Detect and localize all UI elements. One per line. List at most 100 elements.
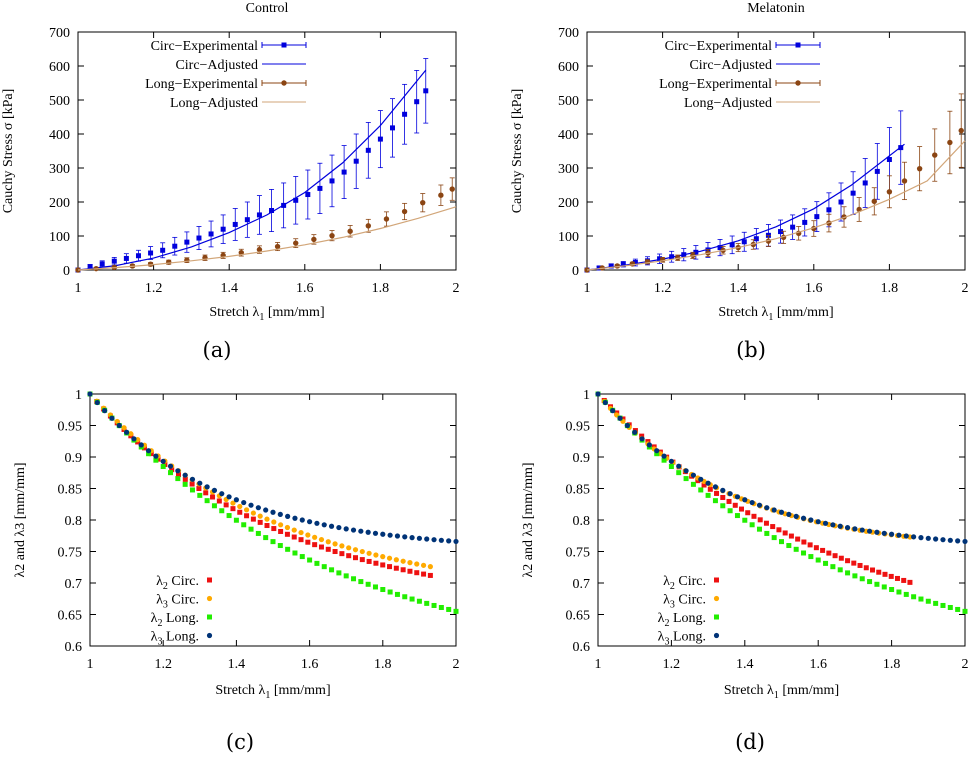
- data-point: [312, 542, 318, 548]
- x-tick-label: 2: [962, 281, 969, 296]
- x-tick-label: 1.4: [736, 657, 754, 672]
- data-point: [815, 519, 821, 525]
- data-point: [438, 604, 444, 610]
- data-point: [414, 570, 420, 576]
- x-tick-label: 1.6: [301, 657, 319, 672]
- data-point: [421, 571, 427, 577]
- data-point: [400, 558, 406, 564]
- data-point: [393, 557, 399, 563]
- data-point: [720, 487, 726, 493]
- data-point: [416, 598, 422, 604]
- data-point: [284, 531, 290, 537]
- data-point: [141, 445, 147, 451]
- y-tick-label: 100: [558, 230, 579, 245]
- data-point: [321, 522, 327, 528]
- y-tick-label: 400: [558, 128, 579, 143]
- y-tick-label: 0.85: [58, 483, 83, 498]
- x-tick-label: 1.8: [881, 281, 899, 296]
- data-point: [365, 529, 371, 535]
- data-point: [955, 538, 961, 544]
- data-point: [788, 533, 794, 539]
- data-point: [427, 564, 433, 570]
- data-point: [321, 564, 327, 570]
- fit-line: [586, 143, 905, 271]
- data-point: [256, 212, 262, 218]
- chart-b: 1 1.2 1.4 1.6 1.8 2 0 100 200 300 400 500 600 700 Mela…: [510, 1, 969, 323]
- data-point: [347, 228, 353, 234]
- x-tick-label: 1.8: [372, 281, 390, 296]
- data-point: [668, 464, 674, 470]
- data-point: [629, 261, 636, 267]
- data-point: [318, 544, 324, 550]
- x-tick-label: 1.2: [154, 657, 172, 672]
- data-point: [727, 508, 733, 514]
- data-point: [204, 484, 210, 490]
- data-point: [233, 497, 239, 503]
- data-point: [427, 572, 433, 578]
- y-tick-label: 0.6: [65, 640, 83, 655]
- data-point: [676, 470, 682, 476]
- legend-label: Circ−Adjusted: [175, 58, 258, 73]
- data-point: [380, 587, 386, 593]
- data-point: [727, 491, 733, 497]
- caption-d: (d): [735, 730, 765, 754]
- data-point: [807, 542, 813, 548]
- data-point: [383, 216, 390, 222]
- data-point: [328, 523, 335, 529]
- data-point: [314, 520, 320, 526]
- data-point: [453, 538, 459, 545]
- data-point: [298, 529, 304, 536]
- data-point: [365, 147, 371, 153]
- legend-marker: [795, 80, 801, 86]
- y-tick-label: 0.65: [58, 609, 83, 624]
- data-point: [223, 502, 229, 508]
- data-point: [714, 490, 720, 496]
- data-point: [182, 472, 188, 478]
- data-point: [329, 567, 335, 573]
- x-tick-label: 1.6: [809, 657, 827, 672]
- data-point: [446, 538, 452, 544]
- data-point: [250, 516, 256, 522]
- data-point: [352, 547, 359, 553]
- y-axis-label: λ2 and λ3 [mm/mm]: [521, 462, 536, 577]
- data-point: [903, 533, 909, 539]
- legend-label: λ2 Circ.: [156, 574, 199, 592]
- data-point: [823, 560, 829, 566]
- data-point: [292, 515, 298, 521]
- data-point: [387, 564, 393, 570]
- data-point: [182, 476, 188, 482]
- x-tick-label: 1.2: [663, 657, 681, 672]
- data-point: [698, 487, 704, 493]
- data-point: [358, 579, 364, 585]
- data-point: [291, 527, 297, 533]
- data-point: [911, 594, 917, 600]
- data-point: [263, 535, 269, 541]
- data-point: [852, 573, 858, 579]
- y-tick-label: 400: [49, 128, 70, 143]
- data-point: [407, 568, 413, 574]
- data-point: [830, 522, 836, 528]
- data-point: [826, 550, 832, 556]
- y-tick-label: 0.6: [573, 640, 591, 655]
- data-point: [770, 524, 776, 530]
- data-point: [695, 478, 701, 484]
- data-point: [402, 594, 408, 600]
- x-tick-label: 1.4: [220, 281, 238, 296]
- data-point: [793, 513, 799, 519]
- data-point: [402, 111, 408, 117]
- data-point: [148, 250, 154, 256]
- data-point: [277, 543, 283, 549]
- data-point: [175, 468, 181, 474]
- legend-label: λ2 Circ.: [663, 574, 706, 592]
- y-tick-label: 0.75: [58, 546, 83, 561]
- data-point: [182, 481, 188, 487]
- data-point: [738, 506, 744, 512]
- data-point: [366, 550, 372, 556]
- data-point: [779, 539, 784, 545]
- data-point: [353, 158, 359, 164]
- data-point: [742, 517, 748, 523]
- data-point: [820, 547, 826, 553]
- y-tick-label: 700: [558, 26, 579, 41]
- data-point: [659, 257, 666, 263]
- y-tick-label: 200: [558, 196, 579, 211]
